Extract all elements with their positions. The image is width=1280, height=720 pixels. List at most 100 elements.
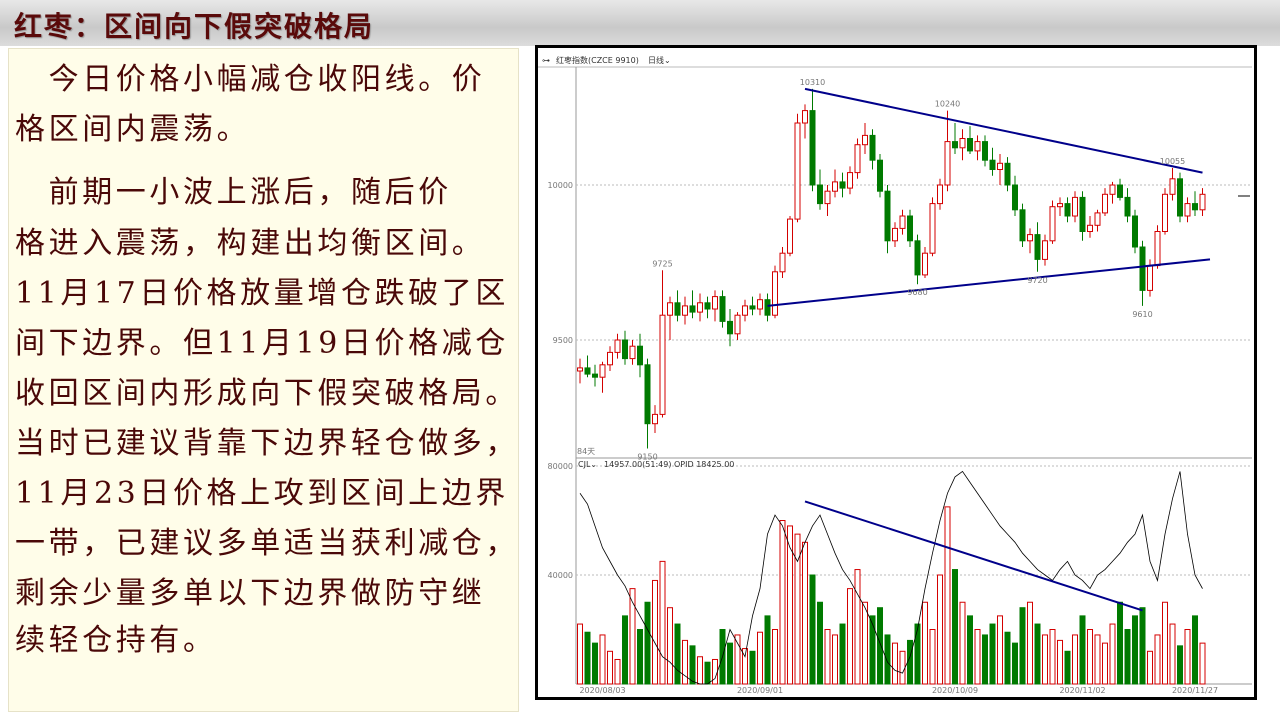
volume-bar: [757, 631, 763, 685]
candle-body: [907, 215, 913, 242]
candle-body: [1094, 212, 1101, 226]
link-icon: ⊶: [542, 56, 550, 65]
analysis-text-line: 间下边界。但11月19日价格减仓: [15, 326, 509, 361]
candle-body: [824, 190, 831, 205]
volume-bar: [1012, 642, 1018, 685]
candle-body: [877, 159, 883, 192]
candle-body: [659, 314, 666, 415]
analysis-text-line: 剩余少量多单以下边界做防守继: [15, 576, 486, 611]
candle-body: [884, 190, 891, 242]
volume-bar: [1184, 629, 1191, 685]
candle-body: [614, 339, 621, 353]
volume-bar: [712, 658, 718, 685]
volume-bar: [884, 634, 891, 685]
volume-bar: [989, 623, 996, 685]
candle-body: [584, 367, 591, 375]
candle-body: [922, 252, 928, 276]
candle-body: [1004, 162, 1011, 186]
candle-body: [1139, 246, 1146, 291]
candle-body: [914, 240, 921, 276]
candle-body: [1192, 203, 1198, 211]
candle-body: [622, 339, 628, 360]
candle-body: [982, 141, 988, 161]
volume-bar: [622, 615, 628, 685]
analysis-text-line: 格区间内震荡。: [15, 112, 251, 147]
candle-body: [967, 138, 973, 152]
trendline: [804, 87, 1203, 174]
candle-body: [839, 181, 846, 189]
candle-body: [1087, 224, 1093, 233]
candle-body: [1034, 234, 1041, 260]
volume-bar: [772, 629, 778, 685]
volume-bar: [862, 601, 868, 685]
volume-bar: [1192, 615, 1198, 685]
candle-body: [937, 184, 943, 205]
candle-body: [899, 215, 906, 229]
volume-bar: [689, 645, 696, 685]
x-tick-label: 2020/09/01: [737, 686, 783, 695]
volume-bar: [674, 623, 681, 685]
low-price-label: 9680: [907, 288, 927, 297]
volume-bar: [1019, 607, 1026, 685]
volume-bar: [614, 658, 621, 685]
volume-bar: [734, 634, 741, 685]
volume-bar: [779, 520, 786, 685]
volume-bar: [802, 541, 808, 685]
analysis-text-line: 11月17日价格放量增仓跌破了区: [15, 276, 509, 311]
candle-body: [1012, 184, 1018, 211]
candle-body: [1162, 193, 1168, 233]
candle-body: [1117, 184, 1123, 198]
low-price-label: 9720: [1027, 276, 1047, 285]
x-tick-label: 2020/11/27: [1172, 686, 1218, 695]
candle-body: [764, 299, 771, 316]
candle-body: [1079, 196, 1086, 232]
low-price-label: 9150: [637, 453, 657, 462]
analysis-text-line: 收回区间内形成向下假突破格局。: [15, 376, 519, 411]
candle-body: [734, 314, 741, 335]
volume-bar: [914, 623, 921, 685]
volume-bar: [659, 560, 666, 685]
analysis-text-line: 格进入震荡，构建出均衡区间。: [15, 226, 486, 261]
volume-bar: [1042, 634, 1048, 685]
candle-body: [944, 141, 951, 186]
candle-body: [607, 351, 613, 366]
candle-body: [749, 305, 756, 310]
candle-body: [974, 141, 981, 152]
candle-body: [1184, 203, 1191, 217]
candle-body: [599, 364, 606, 378]
candle-body: [712, 296, 718, 310]
price-tick-label: 9500: [553, 336, 573, 345]
high-price-label: 10240: [935, 100, 960, 109]
candle-body: [757, 299, 763, 310]
candle-body: [929, 203, 936, 254]
candle-body: [989, 159, 996, 170]
trendline: [767, 258, 1211, 307]
symbol-label: 红枣指数(CZCE 9910): [556, 55, 639, 65]
candle-body: [644, 364, 651, 425]
volume-bar: [742, 648, 748, 685]
low-price-label: 9610: [1132, 310, 1152, 319]
candle-body: [802, 110, 808, 124]
volume-bar: [907, 639, 913, 685]
analysis-text-line: 11月23日价格上攻到区间上边界: [15, 476, 509, 511]
volume-bar: [869, 615, 876, 685]
volume-bar: [1154, 634, 1161, 685]
volume-bar: [832, 634, 838, 685]
volume-bar: [967, 615, 973, 685]
volume-bar: [899, 650, 906, 685]
volume-indicator-selector[interactable]: CJL⌄: [578, 460, 597, 469]
volume-tick-label: 40000: [548, 571, 573, 580]
candle-body: [1057, 203, 1063, 208]
candle-body: [1049, 206, 1056, 242]
volume-bar: [667, 607, 673, 685]
candle-body: [1132, 215, 1138, 248]
volume-bar: [599, 634, 606, 685]
period-selector[interactable]: 日线⌄: [648, 55, 671, 65]
x-tick-label: 2020/08/03: [579, 686, 625, 695]
volume-bar: [1162, 601, 1168, 685]
candle-body: [629, 345, 636, 360]
volume-bar: [764, 615, 771, 685]
volume-bar: [922, 601, 928, 685]
candle-body: [1199, 193, 1206, 211]
